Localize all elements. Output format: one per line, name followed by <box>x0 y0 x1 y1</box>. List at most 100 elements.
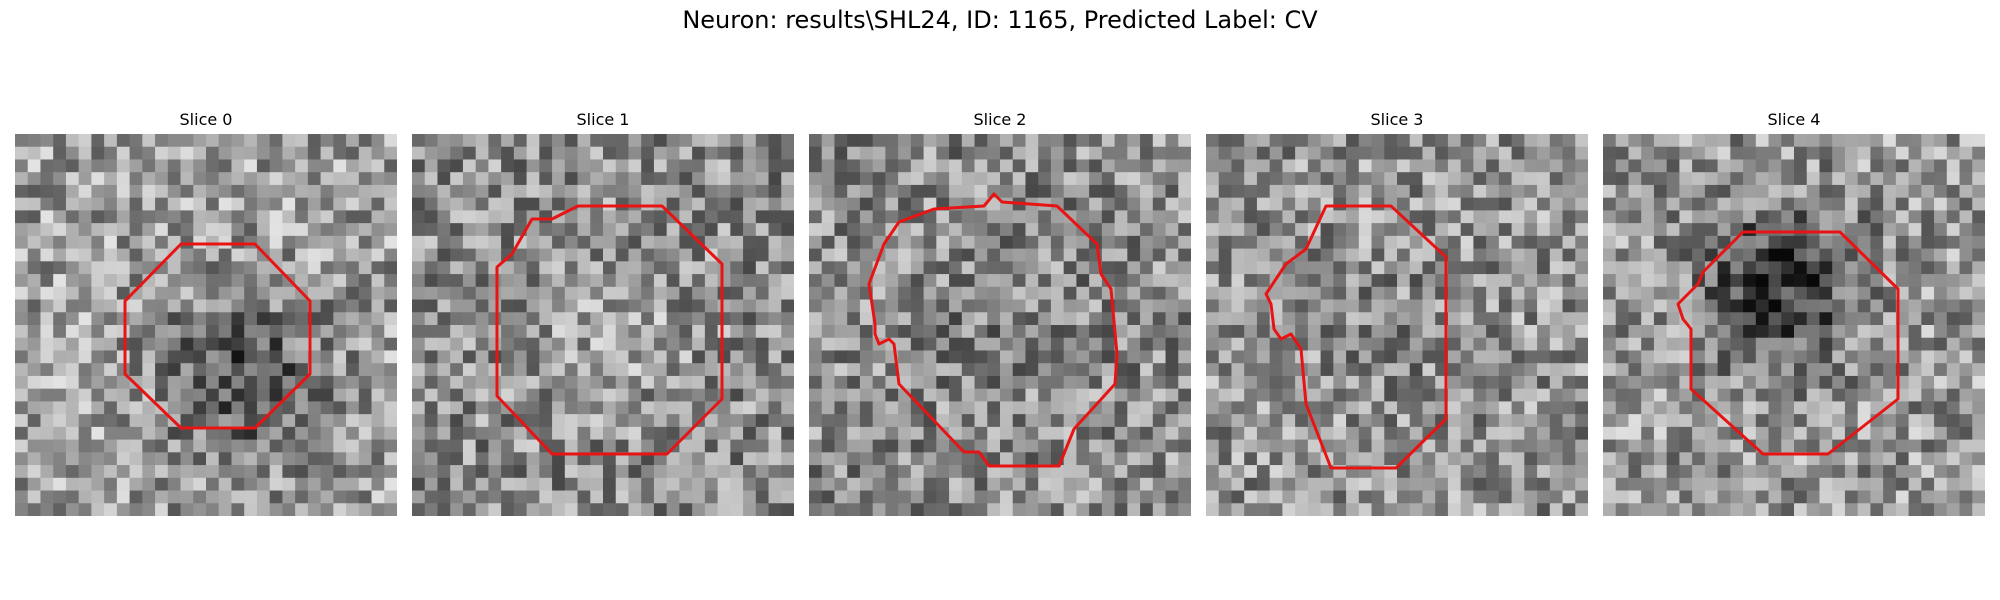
pixel <box>65 159 80 173</box>
pixel <box>475 210 489 224</box>
pixel <box>834 159 848 173</box>
pixel <box>781 325 794 339</box>
pixel <box>1206 261 1220 275</box>
pixel <box>1218 388 1232 402</box>
pixel <box>1819 363 1833 377</box>
pixel <box>1806 235 1820 249</box>
pixel <box>1050 184 1065 199</box>
pixel <box>1358 159 1372 173</box>
pixel <box>1819 197 1833 211</box>
pixel <box>526 401 540 415</box>
pixel <box>1537 503 1551 516</box>
pixel <box>1165 172 1179 186</box>
pixel <box>1063 490 1077 504</box>
pixel <box>1603 337 1617 351</box>
pixel <box>53 325 67 339</box>
pixel <box>462 414 477 428</box>
pixel <box>974 490 988 504</box>
pixel <box>1460 184 1474 199</box>
pixel <box>1704 299 1718 313</box>
pixel <box>1946 248 1960 262</box>
pixel <box>1730 172 1744 186</box>
pixel <box>65 134 80 148</box>
pixel <box>206 350 220 364</box>
pixel <box>333 299 347 313</box>
pixel <box>91 223 105 237</box>
pixel <box>1206 312 1220 326</box>
pixel <box>65 426 80 440</box>
pixel <box>1089 337 1103 351</box>
pixel <box>1435 503 1449 516</box>
pixel <box>91 248 105 262</box>
pixel <box>590 248 604 262</box>
pixel <box>949 439 963 453</box>
pixel <box>437 223 451 237</box>
pixel <box>1422 465 1436 479</box>
pixel <box>692 503 706 516</box>
pixel <box>1114 388 1128 402</box>
pixel <box>488 325 502 339</box>
pixel <box>1653 184 1668 199</box>
pixel <box>40 465 54 479</box>
pixel <box>65 350 80 364</box>
pixel <box>129 452 143 466</box>
pixel <box>1152 490 1166 504</box>
pixel <box>1486 235 1500 249</box>
pixel <box>1384 286 1398 300</box>
pixel <box>104 184 118 199</box>
pixel <box>1063 452 1077 466</box>
pixel <box>987 363 1001 377</box>
pixel <box>1666 248 1680 262</box>
pixel <box>1895 223 1909 237</box>
pixel <box>65 452 80 466</box>
pixel <box>1282 197 1296 211</box>
pixel <box>923 375 937 390</box>
pixel <box>256 337 271 351</box>
pixel <box>872 503 886 516</box>
pixel <box>513 337 527 351</box>
pixel <box>1000 274 1014 288</box>
pixel <box>1447 388 1462 402</box>
pixel <box>1883 248 1897 262</box>
pixel <box>590 299 604 313</box>
pixel <box>1409 325 1423 339</box>
pixel <box>859 337 874 351</box>
pixel <box>717 146 731 160</box>
pixel <box>1549 363 1563 377</box>
pixel <box>755 388 769 402</box>
pixel <box>1946 235 1960 249</box>
pixel <box>193 197 207 211</box>
pixel <box>256 261 271 275</box>
pixel <box>1921 197 1935 211</box>
pixel <box>180 261 194 275</box>
pixel <box>218 184 232 199</box>
pixel <box>1704 235 1718 249</box>
pixel <box>1743 299 1757 313</box>
pixel <box>1692 286 1706 300</box>
pixel <box>717 477 731 491</box>
pixel <box>1473 503 1487 516</box>
pixel <box>346 388 360 402</box>
pixel <box>1244 503 1258 516</box>
pixel <box>615 388 629 402</box>
pixel <box>1653 146 1668 160</box>
pixel <box>450 197 464 211</box>
pixel <box>885 452 899 466</box>
pixel <box>27 197 41 211</box>
pixel <box>834 299 848 313</box>
pixel <box>577 274 591 288</box>
pixel <box>974 223 988 237</box>
pixel <box>1641 375 1655 390</box>
pixel <box>1511 401 1525 415</box>
pixel <box>1025 375 1039 390</box>
pixel <box>704 465 718 479</box>
pixel <box>704 159 718 173</box>
pixel <box>1320 426 1334 440</box>
pixel <box>743 146 757 160</box>
pixel <box>1114 401 1128 415</box>
pixel <box>218 477 232 491</box>
pixel <box>1178 503 1191 516</box>
pixel <box>755 426 769 440</box>
pixel <box>116 363 130 377</box>
pixel <box>1114 426 1128 440</box>
